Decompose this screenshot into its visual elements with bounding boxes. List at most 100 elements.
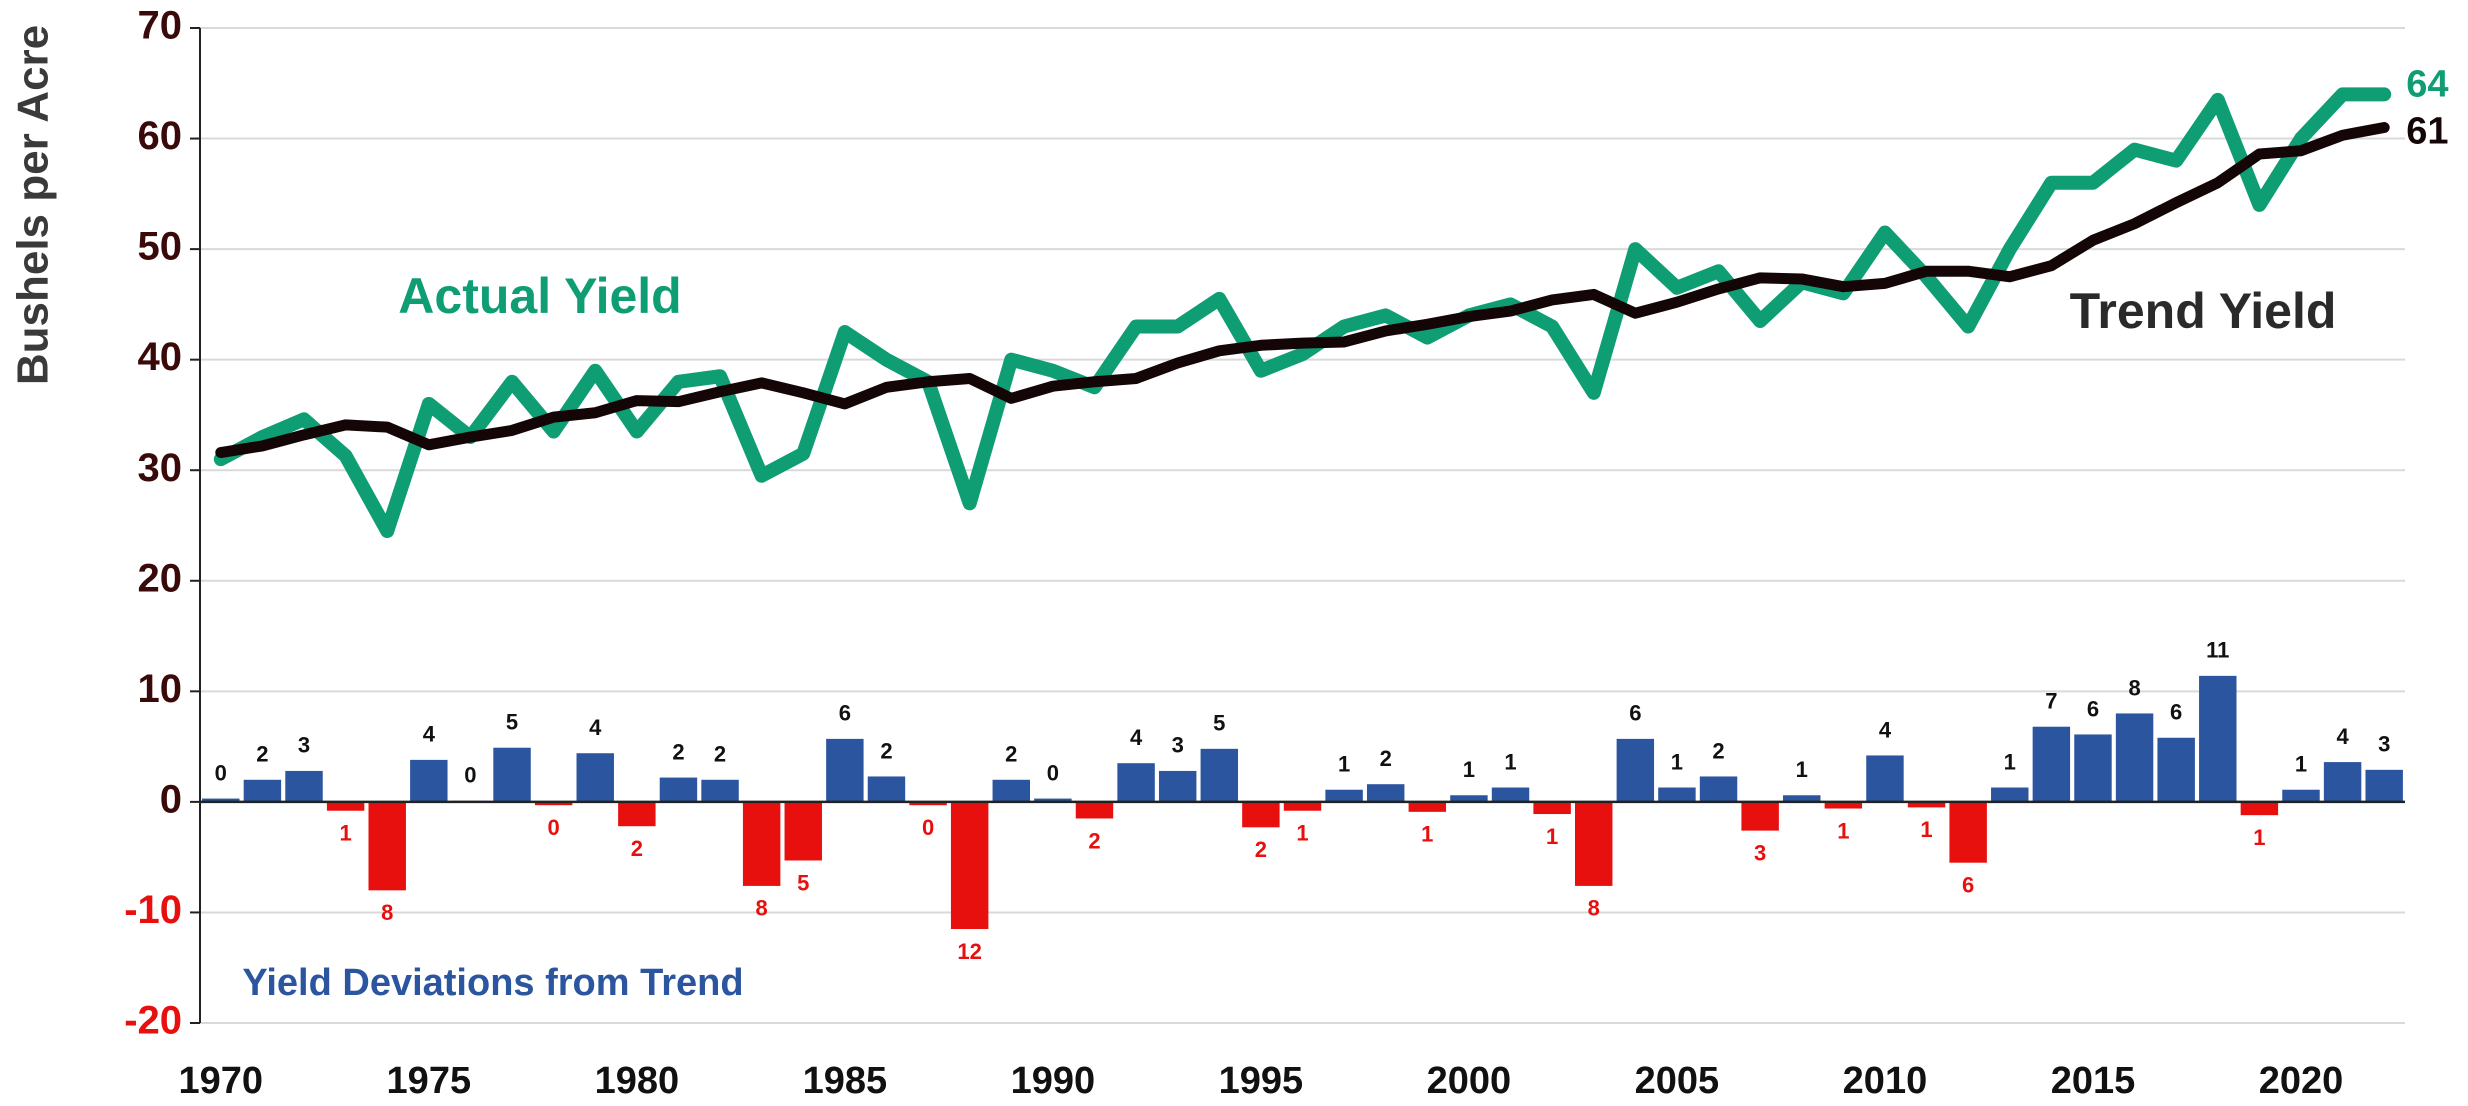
- bar: [2032, 726, 2071, 802]
- bar-label: 4: [1130, 725, 1143, 750]
- bar: [1741, 801, 1779, 831]
- bar-label: 2: [880, 738, 892, 763]
- bar-label: 8: [756, 896, 768, 921]
- bar-label: 6: [2170, 700, 2182, 725]
- bar: [1824, 801, 1863, 809]
- bar-label: 1: [1421, 822, 1433, 847]
- bar-label: 1: [1920, 817, 1932, 842]
- x-tick-label: 1990: [1011, 1060, 1096, 1102]
- bar-label: 0: [548, 815, 560, 840]
- bar-label: 1: [1504, 749, 1516, 774]
- bar: [1866, 755, 1904, 802]
- series-label: Yield Deviations from Trend: [242, 962, 743, 1004]
- bar-label: 2: [714, 742, 726, 767]
- y-tick-label: 10: [138, 667, 183, 711]
- line: [213, 87, 2392, 539]
- bar: [618, 801, 656, 827]
- series-label: Trend Yield: [2070, 283, 2337, 339]
- x-tick-label: 1985: [803, 1060, 888, 1102]
- bar: [2323, 762, 2362, 802]
- bar: [202, 798, 240, 802]
- y-tick-label: 50: [138, 225, 183, 269]
- bar: [1491, 787, 1530, 802]
- bar-label: 3: [2378, 732, 2390, 757]
- x-tick-label: 2005: [1635, 1060, 1720, 1102]
- bar-label: 0: [464, 763, 476, 788]
- bar: [1034, 798, 1072, 802]
- bar: [368, 801, 406, 891]
- bar: [1242, 801, 1280, 828]
- bar: [826, 738, 864, 802]
- y-tick-label: -10: [124, 888, 182, 932]
- bar-label: 3: [1172, 733, 1184, 758]
- bar-label: 2: [1712, 738, 1724, 763]
- bar: [1117, 763, 1155, 802]
- bar-label: 3: [1754, 840, 1766, 865]
- bar: [2115, 713, 2154, 802]
- y-tick-label: 70: [138, 4, 183, 48]
- bar: [2282, 789, 2320, 802]
- bar: [1408, 801, 1447, 812]
- x-tick-label: 1970: [179, 1060, 264, 1102]
- bar: [410, 759, 448, 802]
- y-tick-label: 20: [138, 556, 183, 600]
- bar-label: 8: [381, 900, 393, 925]
- bar: [742, 801, 781, 886]
- bar: [1907, 801, 1946, 808]
- bar-label: 5: [1213, 711, 1225, 736]
- bar-label: 2: [672, 739, 684, 764]
- bar-label: 1: [1837, 818, 1849, 843]
- bar: [659, 777, 698, 802]
- bar-label: 0: [1047, 760, 1059, 785]
- bar: [867, 776, 906, 802]
- bar-label: 0: [922, 815, 934, 840]
- x-tick-label: 2000: [1427, 1060, 1512, 1102]
- bar-label: 2: [1380, 746, 1392, 771]
- bar-label: 6: [2087, 696, 2099, 721]
- bar: [992, 779, 1030, 802]
- y-tick-label: 30: [138, 446, 183, 490]
- bar: [1450, 795, 1488, 802]
- bar: [576, 753, 614, 802]
- bar: [1158, 770, 1197, 802]
- bar: [2365, 769, 2403, 802]
- bar: [1200, 748, 1239, 802]
- bar: [1616, 738, 1655, 802]
- end-label: 64: [2406, 63, 2448, 105]
- bar-label: 6: [1962, 873, 1974, 898]
- bar: [1075, 801, 1114, 819]
- bar: [950, 801, 989, 930]
- x-tick-label: 1980: [595, 1060, 680, 1102]
- bar: [1283, 801, 1322, 811]
- bar-label: 1: [1671, 749, 1683, 774]
- bar-label: 1: [1796, 757, 1808, 782]
- bar: [534, 801, 573, 806]
- bar-label: 7: [2045, 689, 2057, 714]
- bar-label: 1: [1546, 824, 1558, 849]
- bar: [1533, 801, 1571, 815]
- bar: [2240, 801, 2279, 816]
- bar: [1575, 801, 1613, 886]
- y-tick-label: -20: [124, 999, 182, 1043]
- bar-label: 8: [2128, 675, 2140, 700]
- bar-label: 1: [1463, 757, 1475, 782]
- bar: [784, 801, 822, 861]
- x-tick-label: 2015: [2051, 1060, 2136, 1102]
- y-tick-label: 40: [138, 335, 183, 379]
- x-tick-label: 1975: [387, 1060, 472, 1102]
- bar: [285, 770, 323, 802]
- bar: [909, 801, 947, 806]
- bar: [701, 779, 739, 802]
- y-tick-label: 60: [138, 114, 183, 158]
- bar-label: 2: [1088, 828, 1100, 853]
- end-label: 61: [2406, 111, 2448, 153]
- series-label: Actual Yield: [398, 268, 681, 324]
- bar-label: 1: [2253, 825, 2265, 850]
- bar-label: 4: [589, 715, 602, 740]
- bar-label: 5: [506, 710, 518, 735]
- bar-label: 2: [631, 836, 643, 861]
- bar: [1366, 784, 1405, 802]
- bar-label: 0: [215, 760, 227, 785]
- bar-label: 4: [2336, 724, 2349, 749]
